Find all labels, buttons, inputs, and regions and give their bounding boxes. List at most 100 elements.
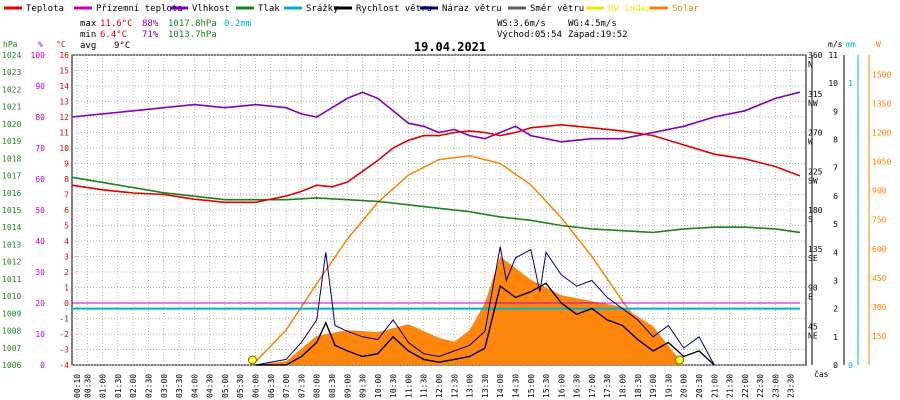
hpa-tick-label: 1008 (2, 327, 21, 336)
w-tick-label: 1050 (872, 158, 891, 167)
dir-name-label: NE (808, 331, 818, 340)
stats-avg-label: avg (80, 41, 96, 51)
mm-tick-label: 0 (848, 361, 853, 370)
w-tick-label: 300 (872, 303, 887, 312)
pct-tick-label: 70 (35, 144, 45, 153)
x-tick-label: 10:30 (389, 374, 398, 398)
hpa-tick-label: 1015 (2, 206, 21, 215)
x-tick-label: 04:00 (190, 374, 199, 398)
dir-name-label: W (808, 138, 813, 147)
degc-tick-label: 12 (59, 113, 69, 122)
x-tick-label: 09:30 (359, 374, 368, 398)
degc-tick-label: 1 (64, 284, 69, 293)
x-tick-label: 11:00 (404, 374, 413, 398)
x-tick-label: 04:30 (206, 374, 215, 398)
x-tick-label: 14:00 (496, 374, 505, 398)
x-tick-label: 00:30 (83, 374, 92, 398)
x-tick-label: 14:30 (511, 374, 520, 398)
legend: Teplota Přízemní teplota Vlhkost Tlak Sr… (4, 4, 700, 14)
axis-unit-w: W (876, 40, 881, 49)
solar-area (255, 256, 684, 365)
mm-tick-label: 1 (848, 79, 853, 88)
x-tick-label: 06:00 (252, 374, 261, 398)
x-tick-label: 13:30 (481, 374, 490, 398)
degc-tick-label: -4 (59, 361, 69, 370)
ms-tick-label: 1 (833, 333, 838, 342)
hpa-tick-label: 1009 (2, 309, 21, 318)
legend-item-naraz-vetru: Náraz větru (420, 4, 502, 14)
x-tick-label: 06:30 (267, 374, 276, 398)
ms-tick-label: 11 (828, 51, 838, 60)
x-tick-label: 20:30 (695, 374, 704, 398)
x-tick-label: 01:30 (114, 374, 123, 398)
legend-item-srazky: Srážky (284, 4, 339, 14)
sunset-time: Západ:19:52 (568, 30, 628, 40)
dir-tick-label: 225 (808, 167, 823, 176)
dir-tick-label: 135 (808, 245, 823, 254)
x-tick-label: 15:00 (527, 374, 536, 398)
degc-tick-label: 14 (59, 82, 69, 91)
x-tick-label: 22:00 (741, 374, 750, 398)
legend-item-vlhkost: Vlhkost (170, 4, 230, 14)
stats-max-label: max (80, 19, 97, 29)
x-tick-label: 20:00 (680, 374, 689, 398)
legend-label-tlak: Tlak (258, 4, 280, 14)
ms-tick-label: 7 (833, 164, 838, 173)
hpa-tick-label: 1011 (2, 275, 21, 284)
x-tick-label: 22:30 (756, 374, 765, 398)
hpa-tick-label: 1017 (2, 172, 21, 181)
wind-gust-avg: WG:4.5m/s (568, 19, 617, 29)
chart-title: 19.04.2021 (414, 40, 486, 54)
dir-tick-label: 360 (808, 51, 823, 60)
degc-tick-label: -3 (59, 346, 69, 355)
hpa-tick-label: 1019 (2, 137, 21, 146)
x-tick-label: 17:00 (588, 374, 597, 398)
hpa-tick-label: 1022 (2, 85, 21, 94)
w-tick-label: 750 (872, 216, 887, 225)
pct-tick-label: 30 (35, 268, 45, 277)
gust-line (255, 246, 715, 366)
degc-tick-label: 3 (64, 253, 69, 262)
hpa-tick-label: 1006 (2, 361, 21, 370)
x-tick-label: 17:30 (603, 374, 612, 398)
axis-unit-hpa: hPa (3, 40, 18, 49)
x-tick-label: 03:00 (160, 374, 169, 398)
legend-item-smer-vetru: Směr větru (508, 4, 584, 14)
hpa-tick-label: 1013 (2, 240, 21, 249)
legend-label-solar: Solar (672, 4, 700, 14)
hpa-tick-label: 1023 (2, 68, 21, 77)
wind-speed-avg: WS:3.6m/s (497, 19, 546, 29)
ms-tick-label: 3 (833, 276, 838, 285)
x-tick-label: 09:00 (343, 374, 352, 398)
wind-speed-line (255, 282, 715, 366)
pct-tick-label: 100 (31, 51, 46, 60)
legend-item-teplota: Teplota (4, 4, 64, 14)
degc-tick-label: 6 (64, 206, 69, 215)
x-tick-label: 23:30 (787, 374, 796, 398)
dir-tick-label: 45 (808, 322, 818, 331)
stats-max-temp: 11.6°C (100, 19, 133, 29)
x-tick-label: 19:00 (649, 374, 658, 398)
ms-tick-label: 6 (833, 192, 838, 201)
x-tick-label: 13:00 (466, 374, 475, 398)
hpa-tick-label: 1007 (2, 344, 21, 353)
degc-tick-label: 8 (64, 175, 69, 184)
hpa-tick-label: 1024 (2, 51, 21, 60)
ms-tick-label: 5 (833, 220, 838, 229)
stats-min-press: 1013.7hPa (168, 30, 217, 40)
legend-label-vlhkost: Vlhkost (192, 4, 230, 14)
degc-tick-label: 13 (59, 98, 69, 107)
legend-label-srazky: Srážky (306, 4, 339, 14)
x-tick-label: 16:30 (573, 374, 582, 398)
sunrise-time: Východ:05:54 (497, 30, 562, 40)
legend-label-rychlost-vetru: Rychlost větru (356, 4, 432, 14)
temperature-line (71, 123, 801, 204)
stats-min-hum: 71% (142, 30, 159, 40)
degc-tick-label: 2 (64, 268, 69, 277)
dir-name-label: N (808, 60, 813, 69)
degc-tick-label: 5 (64, 222, 69, 231)
x-tick-label: 21:00 (710, 374, 719, 398)
legend-item-prizemni-teplota: Přízemní teplota (74, 4, 183, 14)
ms-tick-label: 9 (833, 107, 838, 116)
